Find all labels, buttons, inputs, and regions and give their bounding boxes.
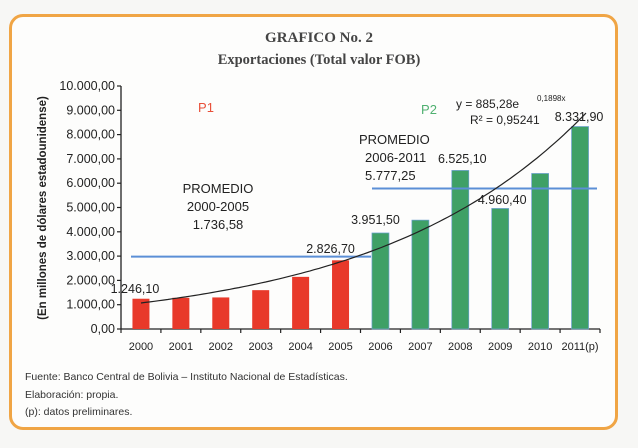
trendline-equation: y = 885,28e — [456, 97, 519, 111]
footer-source: Fuente: Banco Central de Bolivia – Insti… — [25, 371, 348, 383]
bar-2009 — [491, 208, 510, 330]
footer-elaboration: Elaboración: propia. — [25, 389, 119, 401]
bar-2006 — [371, 232, 390, 330]
chart-frame — [9, 14, 618, 430]
data-label-2005: 2.826,70 — [306, 242, 355, 256]
x-tick-label: 2007 — [408, 341, 432, 353]
period-label-p2: P2 — [421, 102, 437, 117]
y-tick-label: 2.000,00 — [66, 273, 115, 287]
trendline-r2: R² = 0,95241 — [470, 113, 540, 127]
bar-2011(p) — [571, 126, 589, 330]
data-label-2009: 4.960,40 — [478, 193, 527, 207]
bar-2008 — [451, 170, 470, 330]
y-tick-label: 4.000,00 — [66, 225, 115, 239]
x-tick-label: 2000 — [129, 341, 153, 353]
x-tick-label: 2002 — [209, 341, 233, 353]
average-label-P2-line: PROMEDIO — [359, 132, 430, 147]
footer-note: (p): datos preliminares. — [25, 406, 133, 418]
bar-2000 — [132, 298, 150, 329]
y-tick-label: 10.000,00 — [59, 79, 115, 93]
bar-2010 — [531, 173, 549, 330]
trendline — [140, 112, 587, 304]
y-tick-label: 0,00 — [91, 322, 115, 336]
average-label-P2-line: 5.777,25 — [365, 168, 416, 183]
x-tick-label: 2009 — [488, 341, 512, 353]
bar-2007 — [411, 219, 430, 330]
average-label-P2-line: 2006-2011 — [365, 150, 426, 165]
data-label-2006: 3.951,50 — [351, 213, 400, 227]
data-label-2000: 1.246,10 — [111, 282, 160, 296]
x-tick-label: 2001 — [169, 341, 193, 353]
trendline-equation-exponent: 0,1898x — [537, 94, 565, 103]
average-label-P1-line: 1.736,58 — [193, 217, 244, 232]
data-label-2011(p): 8.331,90 — [555, 110, 604, 124]
x-tick-label: 2011(p) — [561, 341, 598, 353]
y-tick-label: 9.000,00 — [66, 103, 115, 117]
bar-2002 — [212, 297, 230, 329]
chart-title: GRAFICO No. 2 — [265, 30, 373, 46]
average-label-P1-line: PROMEDIO — [183, 181, 254, 196]
bar-2005 — [332, 260, 350, 329]
data-label-2008: 6.525,10 — [438, 152, 487, 166]
chart-subtitle: Exportaciones (Total valor FOB) — [217, 52, 421, 68]
x-tick-label: 2004 — [288, 341, 312, 353]
y-tick-label: 8.000,00 — [66, 128, 115, 142]
y-tick-label: 5.000,00 — [66, 201, 115, 215]
y-tick-label: 1.000,00 — [66, 298, 115, 312]
bar-2004 — [292, 276, 310, 329]
average-label-P1-line: 2000-2005 — [187, 199, 249, 214]
x-tick-label: 2005 — [328, 341, 352, 353]
bar-2001 — [172, 297, 190, 329]
x-tick-label: 2010 — [528, 341, 552, 353]
x-tick-label: 2008 — [448, 341, 472, 353]
period-label-p1: P1 — [198, 100, 214, 115]
bar-2003 — [252, 290, 270, 329]
x-tick-label: 2003 — [248, 341, 272, 353]
x-tick-label: 2006 — [368, 341, 392, 353]
y-tick-label: 6.000,00 — [66, 176, 115, 190]
y-tick-label: 3.000,00 — [66, 249, 115, 263]
y-tick-label: 7.000,00 — [66, 152, 115, 166]
y-axis-label: (En millones de dólares estadounidense) — [37, 96, 49, 320]
